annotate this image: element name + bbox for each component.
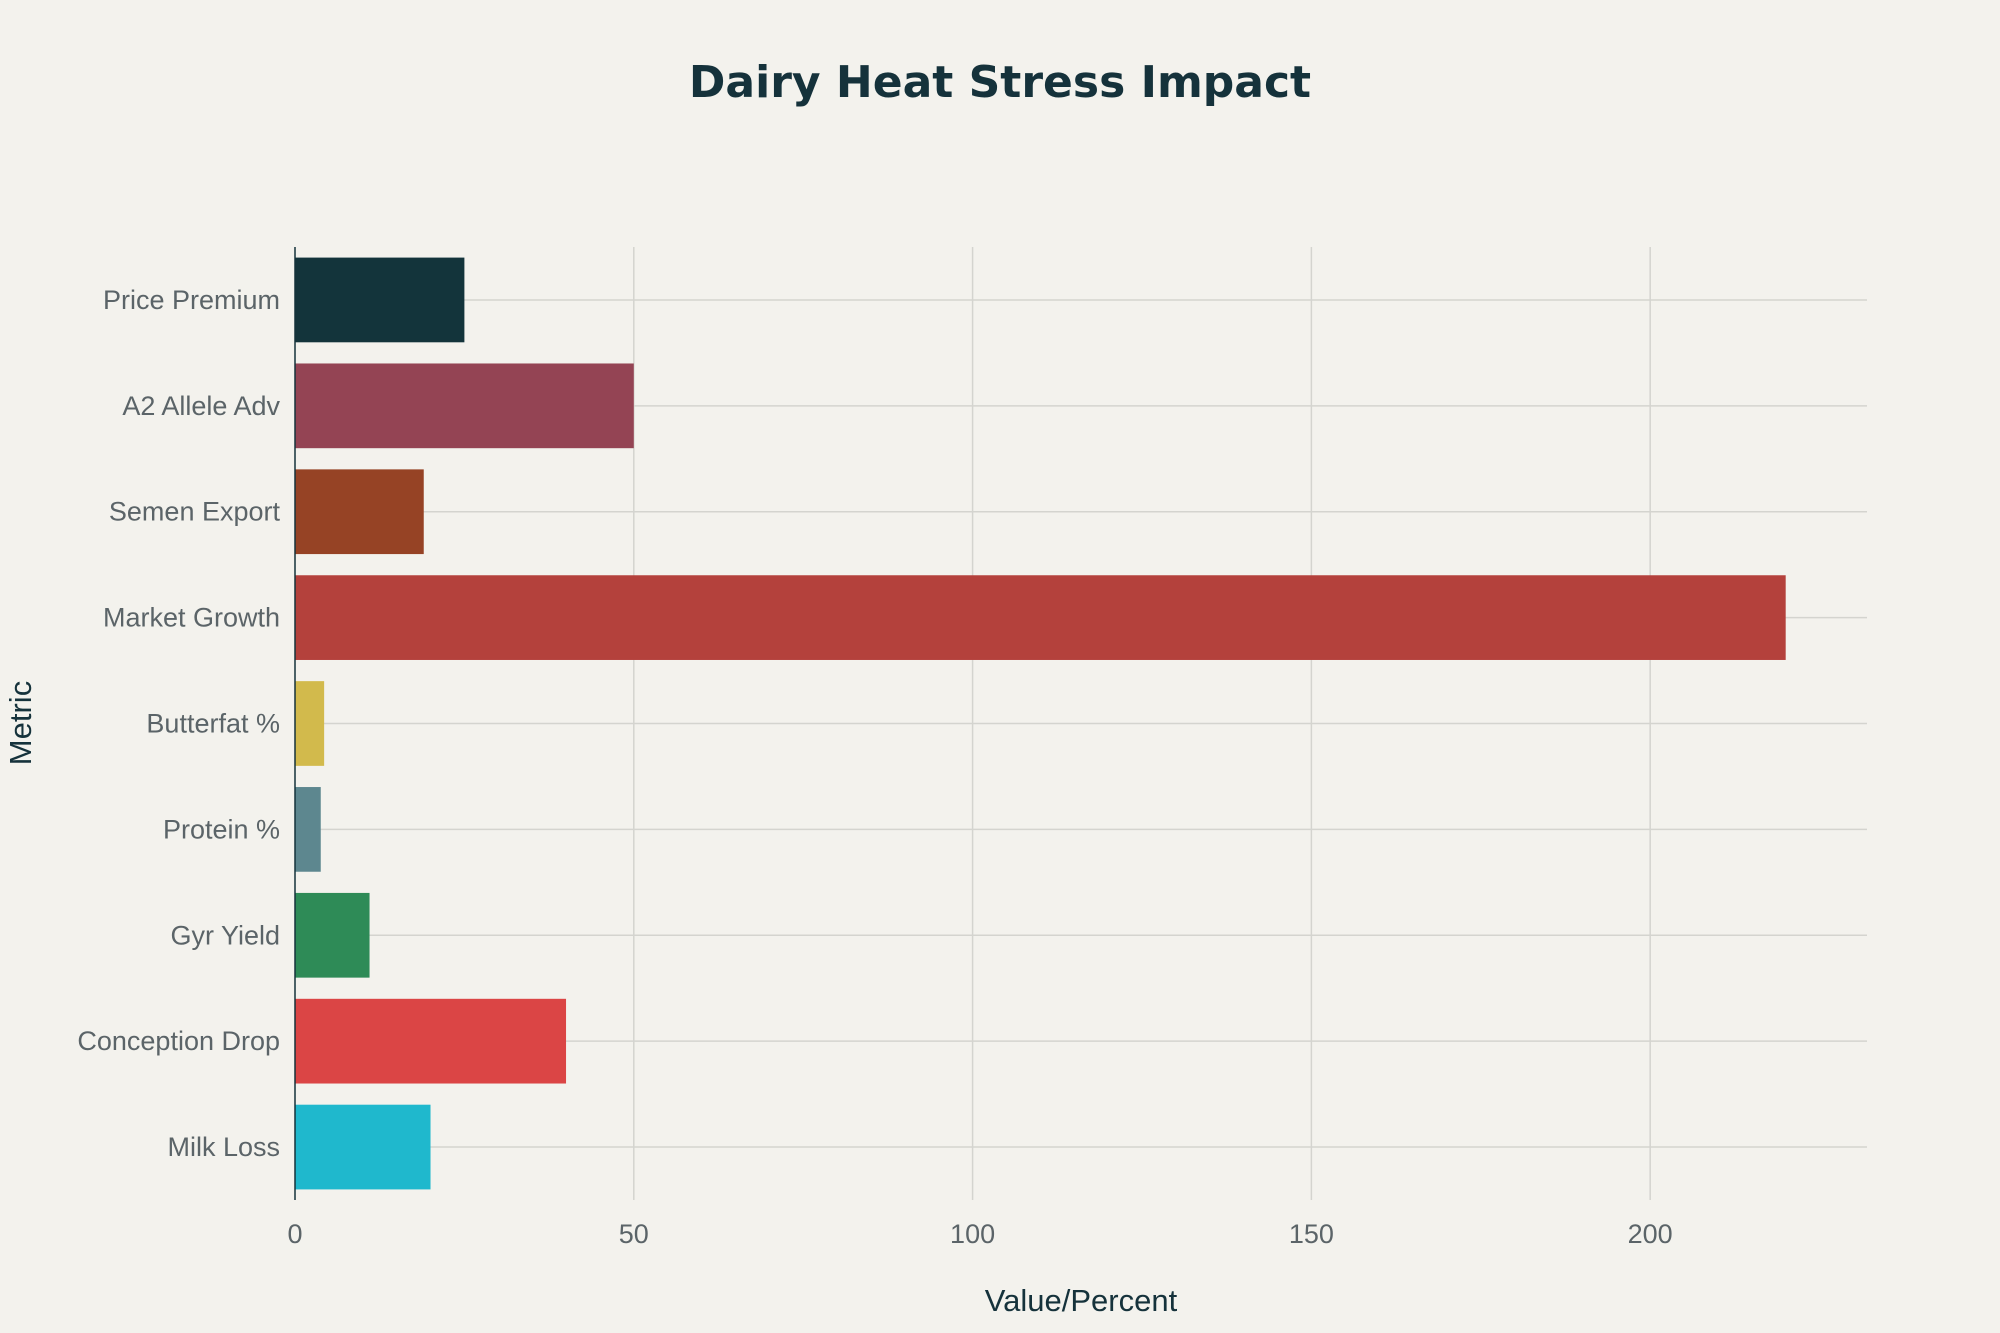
y-tick-label: Milk Loss [167,1132,280,1162]
x-tick-labels: 0 50 100 150 200 [287,1219,1672,1249]
bar-semen-export [295,469,424,555]
y-tick-labels: Milk Loss Conception Drop Gyr Yield Protein… [77,285,280,1162]
x-tick-label: 150 [1289,1219,1334,1249]
y-tick-label: Market Growth [103,603,280,633]
y-tick-label: A2 Allele Adv [122,391,280,421]
x-tick-label: 100 [950,1219,995,1249]
x-tick-label: 200 [1628,1219,1673,1249]
y-tick-label: Conception Drop [77,1026,280,1056]
bar-price-premium [295,257,465,343]
bar-butterfat [295,681,325,766]
y-tick-label: Protein % [163,814,280,844]
bar-conception-drop [295,998,567,1084]
bar-a2-allele-adv [295,363,634,449]
bar-protein [295,787,321,872]
chart-title: Dairy Heat Stress Impact [689,57,1311,108]
bar-layer [295,257,1786,1190]
y-axis-title: Metric [3,681,38,765]
bar-gyr-yield [295,892,370,978]
x-tick-label: 0 [287,1219,302,1249]
bar-milk-loss [295,1104,431,1190]
x-tick-label: 50 [619,1219,649,1249]
y-tick-label: Semen Export [109,497,281,527]
y-tick-label: Butterfat % [146,709,280,739]
x-axis-title: Value/Percent [985,1283,1178,1318]
y-tick-label: Gyr Yield [170,920,280,950]
y-tick-label: Price Premium [103,285,280,315]
bar-market-growth [295,575,1786,660]
